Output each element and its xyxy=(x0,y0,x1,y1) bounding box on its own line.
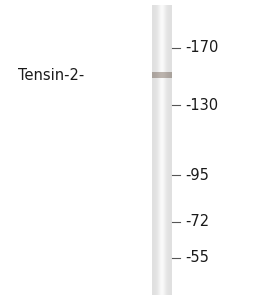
Text: -130: -130 xyxy=(185,98,218,112)
Text: -170: -170 xyxy=(185,40,218,56)
Text: Tensin-2-: Tensin-2- xyxy=(18,68,84,82)
Text: -72: -72 xyxy=(185,214,209,230)
Text: -95: -95 xyxy=(185,167,209,182)
Text: -55: -55 xyxy=(185,250,209,266)
